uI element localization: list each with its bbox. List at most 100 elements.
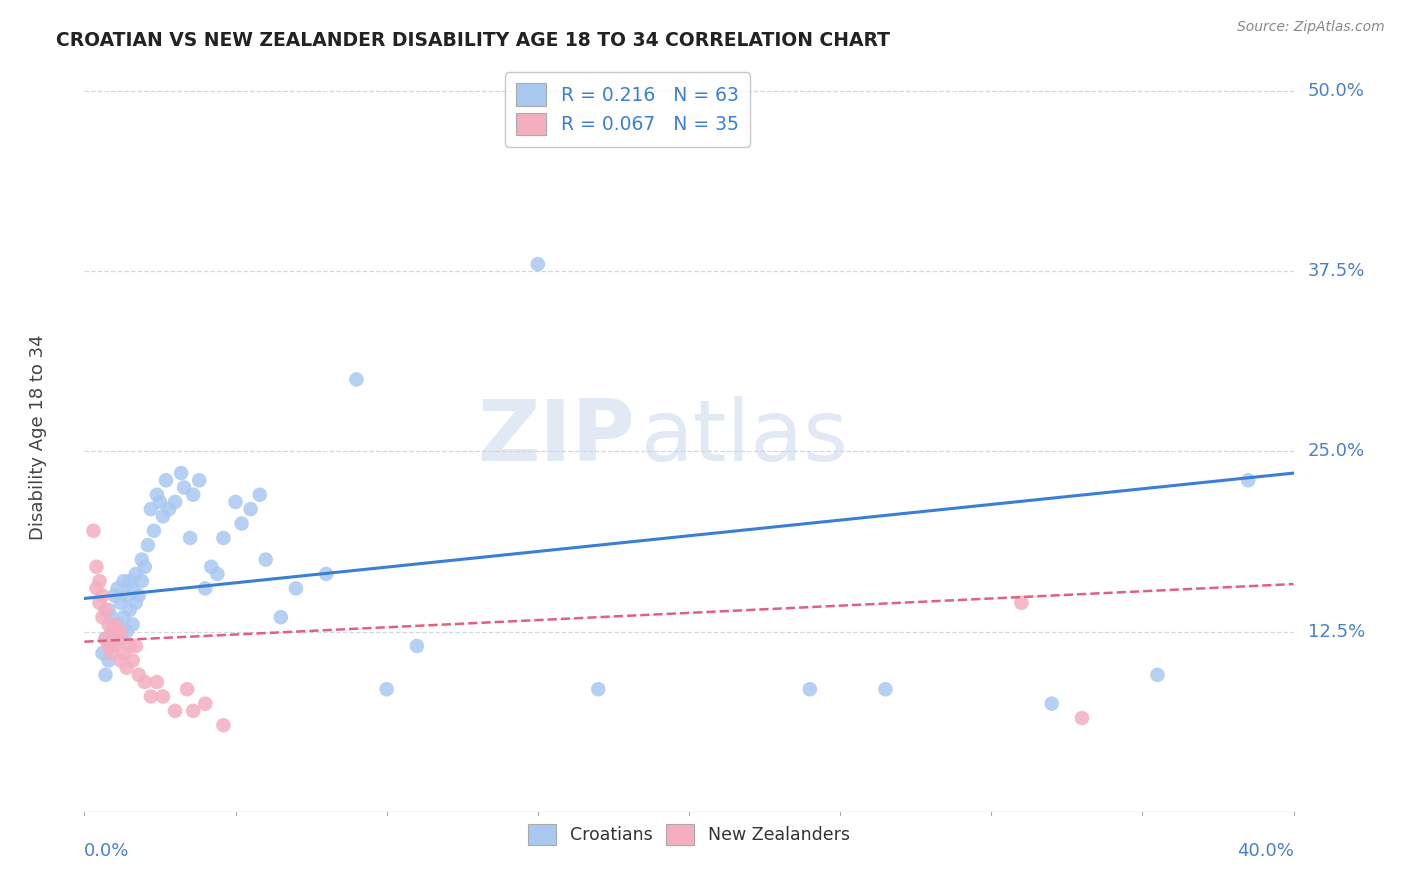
Point [125,566,148,581]
Point [91,646,114,660]
Point [110,596,132,610]
Point [139,690,162,704]
Point [110,632,132,646]
Point [104,624,127,639]
Point [165,704,187,718]
Point [588,682,610,697]
Point [110,653,132,667]
Point [89,574,111,589]
Point [157,502,180,516]
Text: atlas: atlas [641,395,849,479]
Point [118,639,141,653]
Point [86,559,108,574]
Point [799,682,821,697]
Point [179,531,201,545]
Point [194,582,217,596]
Point [249,488,271,502]
Text: 25.0%: 25.0% [1308,442,1365,460]
Point [107,632,129,646]
Point [118,603,141,617]
Point [134,675,156,690]
Point [375,682,398,697]
Point [82,524,104,538]
Point [170,466,193,480]
Point [112,646,135,660]
Point [1071,711,1094,725]
Point [94,632,117,646]
Point [100,639,122,653]
Point [285,582,308,596]
Point [128,668,150,682]
Point [104,639,127,653]
Point [212,531,235,545]
Point [94,632,117,646]
Point [125,639,148,653]
Point [94,668,117,682]
Point [97,639,120,653]
Point [118,574,141,589]
Point [406,639,429,653]
Point [139,502,162,516]
Point [86,582,108,596]
Point [225,495,247,509]
Point [89,596,111,610]
Point [527,257,550,271]
Point [100,610,122,624]
Point [115,624,138,639]
Text: 37.5%: 37.5% [1308,262,1365,280]
Point [231,516,253,531]
Point [142,524,165,538]
Point [110,624,132,639]
Point [107,582,129,596]
Point [239,502,262,516]
Point [121,617,143,632]
Point [97,653,120,667]
Text: Disability Age 18 to 34: Disability Age 18 to 34 [30,334,48,540]
Point [121,653,143,667]
Point [104,617,127,632]
Point [94,603,117,617]
Point [181,704,204,718]
Point [131,552,153,566]
Point [152,509,174,524]
Text: 12.5%: 12.5% [1308,623,1365,640]
Point [207,566,229,581]
Point [176,682,198,697]
Point [104,589,127,603]
Point [212,718,235,732]
Point [131,574,153,589]
Point [1237,473,1260,487]
Point [112,610,135,624]
Point [188,473,211,487]
Point [155,473,177,487]
Text: Source: ZipAtlas.com: Source: ZipAtlas.com [1237,20,1385,34]
Point [136,538,159,552]
Point [91,610,114,624]
Point [152,690,174,704]
Text: CROATIAN VS NEW ZEALANDER DISABILITY AGE 18 TO 34 CORRELATION CHART: CROATIAN VS NEW ZEALANDER DISABILITY AGE… [56,31,890,50]
Point [100,646,122,660]
Point [315,566,337,581]
Point [146,675,169,690]
Point [125,596,148,610]
Point [173,481,195,495]
Point [270,610,292,624]
Point [107,617,129,632]
Point [97,603,120,617]
Point [128,589,150,603]
Point [134,559,156,574]
Point [875,682,897,697]
Point [1040,697,1063,711]
Text: 50.0%: 50.0% [1308,82,1365,100]
Point [1011,596,1033,610]
Point [165,495,187,509]
Point [115,660,138,674]
Point [91,589,114,603]
Text: 40.0%: 40.0% [1237,842,1294,860]
Point [346,372,368,386]
Point [146,488,169,502]
Point [115,589,138,603]
Point [254,552,277,566]
Point [181,488,204,502]
Point [112,574,135,589]
